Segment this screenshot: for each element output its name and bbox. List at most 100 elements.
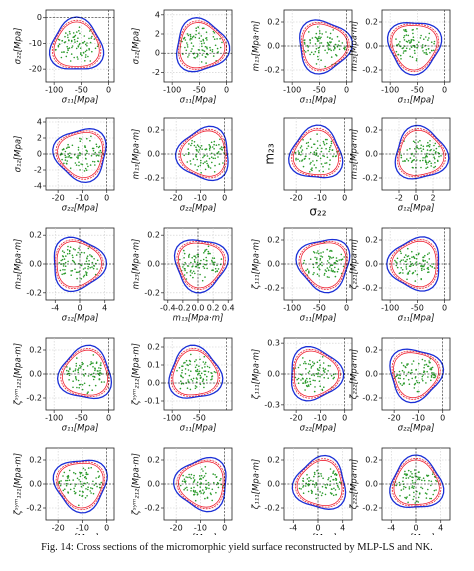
sample-point <box>72 248 75 250</box>
sample-point <box>425 48 428 51</box>
sample-point <box>211 161 213 164</box>
sample-point <box>205 248 208 251</box>
sample-point <box>186 46 189 48</box>
sample-point <box>96 45 99 48</box>
sample-point <box>79 364 81 367</box>
sample-point <box>418 147 420 150</box>
sample-point <box>79 490 81 493</box>
sample-point <box>217 268 220 270</box>
sample-point <box>186 387 189 390</box>
sample-point <box>85 169 88 171</box>
sample-point <box>421 479 423 482</box>
sample-point <box>434 142 437 145</box>
sample-point <box>207 53 209 56</box>
sample-point <box>305 482 308 485</box>
sample-point <box>76 40 79 43</box>
sample-point <box>306 44 309 47</box>
sample-point <box>405 477 408 480</box>
sample-point <box>426 253 429 256</box>
x-tick-label: -20 <box>52 194 65 203</box>
sample-point <box>187 364 189 367</box>
x-tick-label: 0 <box>104 524 109 533</box>
sample-point <box>422 265 425 268</box>
sample-point <box>95 155 98 157</box>
sample-point <box>196 378 198 380</box>
sample-point <box>67 49 69 52</box>
sample-point <box>181 40 183 43</box>
sample-point <box>310 374 313 376</box>
x-tick-label: -50 <box>411 304 424 313</box>
sample-point <box>76 156 78 158</box>
sample-point <box>199 477 202 480</box>
sample-point <box>83 252 86 254</box>
sample-point <box>329 492 332 494</box>
sample-point <box>300 145 303 147</box>
y-axis-label: σ₁₂[Mpa] <box>132 28 142 65</box>
sample-point <box>406 474 409 476</box>
sample-point <box>75 47 78 50</box>
sample-point <box>96 268 98 270</box>
sample-point <box>318 30 321 32</box>
sample-point <box>304 380 307 383</box>
sample-point <box>406 278 408 281</box>
sample-point <box>418 381 421 384</box>
sample-point <box>195 364 198 366</box>
sample-point <box>212 473 214 475</box>
sample-point <box>207 252 209 255</box>
sample-point <box>86 482 89 484</box>
sample-point <box>186 489 189 491</box>
sample-point <box>179 484 182 487</box>
y-tick-label: 0.0 <box>365 150 378 159</box>
sample-point <box>414 382 417 385</box>
y-tick-label: -0.2 <box>362 66 378 75</box>
x-tick-label: 4 <box>438 524 443 533</box>
sample-point <box>75 378 78 381</box>
sample-point <box>184 368 187 370</box>
sample-point <box>67 491 69 493</box>
sample-point <box>320 42 323 44</box>
sample-point <box>433 475 436 478</box>
sample-point <box>86 257 88 259</box>
sample-point <box>62 268 64 271</box>
sample-point <box>77 154 79 157</box>
sample-point <box>405 260 407 263</box>
sample-point <box>308 476 311 479</box>
sample-point <box>414 141 416 144</box>
sample-point <box>319 375 321 378</box>
y-tick-label: 0.2 <box>147 456 160 465</box>
x-tick-label: 0.0 <box>192 304 205 313</box>
sample-point <box>70 274 72 277</box>
sample-point <box>411 250 413 253</box>
sample-point <box>187 476 189 479</box>
blue-surface <box>386 22 443 76</box>
sample-point <box>210 372 212 374</box>
sample-point <box>323 142 325 144</box>
sample-point <box>205 379 208 381</box>
sample-point <box>413 256 415 259</box>
sample-point <box>317 37 320 40</box>
sample-point <box>92 267 95 270</box>
sample-point <box>325 31 327 33</box>
sample-point <box>86 42 88 44</box>
sample-point <box>309 163 312 165</box>
sample-point <box>205 53 208 55</box>
sample-point <box>412 32 414 35</box>
sample-point <box>206 39 208 41</box>
sample-point <box>215 491 217 494</box>
sample-point <box>323 155 326 158</box>
sample-point <box>429 497 431 500</box>
sample-point <box>431 371 433 374</box>
y-tick-label: 0.2 <box>267 236 280 245</box>
sample-point <box>198 37 201 39</box>
sample-point <box>402 476 405 479</box>
sample-point <box>406 363 408 365</box>
sample-point <box>316 140 319 142</box>
sample-point <box>432 493 435 496</box>
sample-point <box>203 155 205 157</box>
sample-point <box>399 54 402 57</box>
sample-point <box>324 368 327 370</box>
sample-point <box>399 41 401 43</box>
sample-point <box>197 26 199 28</box>
